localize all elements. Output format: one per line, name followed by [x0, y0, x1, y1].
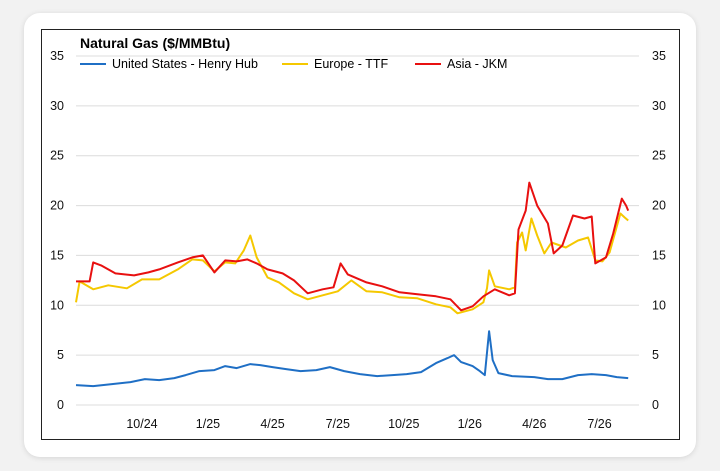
y-tick-label-right: 10 — [652, 298, 666, 312]
y-axis-left: 0 5 10 15 20 25 30 35 — [50, 49, 64, 412]
y-tick-label-right: 15 — [652, 248, 666, 262]
y-tick-label-right: 25 — [652, 149, 666, 163]
y-tick-label-right: 20 — [652, 199, 666, 213]
y-tick-label-left: 30 — [50, 99, 64, 113]
grid-lines — [76, 55, 639, 406]
y-tick-label-right: 35 — [652, 49, 666, 63]
y-tick-label-right: 30 — [652, 99, 666, 113]
y-tick-label-left: 10 — [50, 298, 64, 312]
legend-label: Asia - JKM — [447, 57, 507, 71]
series-line-0 — [75, 330, 629, 388]
series-line-1 — [75, 212, 629, 315]
x-tick-label: 10/25 — [388, 417, 419, 431]
x-axis: 10/24 1/25 4/25 7/25 10/25 1/26 4/26 7/26 — [126, 417, 611, 431]
legend: United States - Henry Hub Europe - TTF Asi… — [80, 57, 507, 71]
y-tick-label-left: 15 — [50, 248, 64, 262]
x-tick-label: 1/25 — [196, 417, 220, 431]
y-tick-label-left: 20 — [50, 199, 64, 213]
y-tick-label-left: 25 — [50, 149, 64, 163]
x-tick-label: 7/26 — [587, 417, 611, 431]
chart-frame — [41, 29, 680, 440]
y-tick-label-left: 5 — [57, 348, 64, 362]
series-line-2 — [76, 181, 630, 312]
y-tick-label-left: 0 — [57, 398, 64, 412]
y-tick-label-right: 0 — [652, 398, 659, 412]
legend-label: Europe - TTF — [314, 57, 388, 71]
legend-label: United States - Henry Hub — [112, 57, 258, 71]
x-tick-label: 10/24 — [126, 417, 157, 431]
chart-title: Natural Gas ($/MMBtu) — [80, 35, 230, 51]
y-axis-right: 0 5 10 15 20 25 30 35 — [652, 49, 666, 412]
y-tick-label-left: 35 — [50, 49, 64, 63]
x-tick-label: 4/26 — [522, 417, 546, 431]
y-tick-label-right: 5 — [652, 348, 659, 362]
series-layer — [75, 181, 630, 388]
x-tick-label: 7/25 — [326, 417, 350, 431]
x-tick-label: 4/25 — [260, 417, 284, 431]
x-tick-label: 1/26 — [458, 417, 482, 431]
